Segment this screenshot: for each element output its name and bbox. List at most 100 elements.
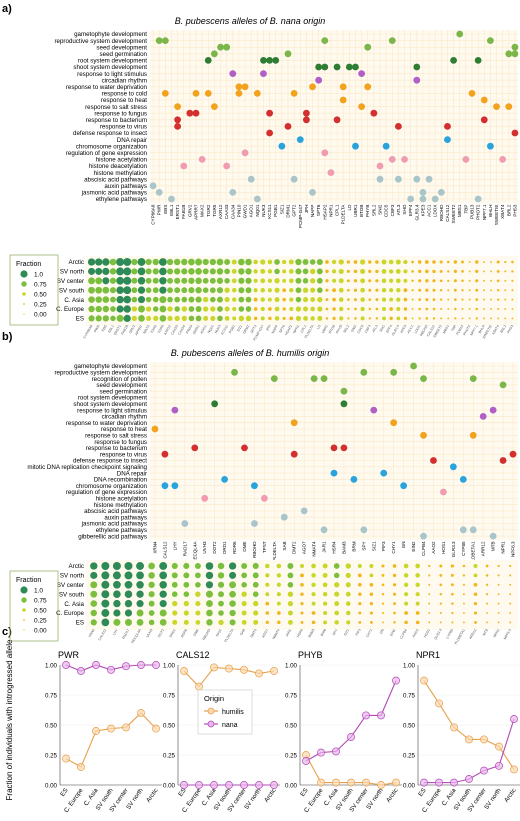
population-dot [490, 308, 492, 310]
process-label: DNA recombination [94, 477, 148, 484]
process-dot [290, 419, 298, 427]
process-label: gibberellic acid pathways [78, 533, 147, 540]
gene-label-small: BHLH [478, 324, 486, 334]
gene-label: HOS1 [441, 541, 446, 554]
gene-label: SIZ1 [279, 204, 284, 214]
series-point-humilis [225, 664, 233, 673]
gene-label: GLR3.4 [414, 204, 419, 220]
population-dot [276, 592, 281, 597]
gene-label: HSR4 [332, 541, 337, 554]
population-dot [231, 287, 237, 293]
process-dot [290, 450, 298, 458]
process-dot [266, 129, 273, 137]
gene-label-small: TGR2 [150, 324, 158, 334]
process-dot [241, 83, 249, 91]
population-dot [332, 297, 336, 302]
population-dot [260, 306, 265, 312]
panel-label-b: b) [2, 331, 13, 343]
gene-label-small: LDOX [413, 324, 421, 335]
panel-label-a: a) [2, 3, 12, 15]
population-dot [253, 269, 258, 274]
process-dot [456, 30, 464, 38]
population-dot [453, 269, 457, 274]
series-point-nana [180, 781, 188, 789]
gene-label-small: EPF4 [385, 324, 393, 333]
population-dot [511, 289, 514, 292]
population-dot [368, 317, 371, 320]
population-dot [411, 289, 414, 292]
process-dot [253, 90, 261, 97]
x-tick-label: Arctic [145, 787, 160, 804]
population-dot [396, 297, 401, 302]
population-dot [216, 296, 223, 303]
population-dot [209, 258, 216, 266]
population-dot [138, 315, 145, 322]
population-dot [302, 287, 309, 293]
process-dot [192, 90, 200, 97]
gene-label: SHO [402, 204, 407, 214]
population-dot [485, 564, 489, 568]
population-dot [102, 277, 110, 285]
size-legend-b-title: Fraction [16, 577, 41, 584]
population-dot [195, 610, 201, 616]
process-dot [260, 57, 267, 64]
population-dot [451, 592, 454, 596]
population-dot [461, 308, 464, 310]
process-dot [382, 142, 390, 150]
population-dot [229, 590, 236, 598]
population-dot [88, 296, 95, 303]
population-dot [152, 287, 159, 294]
process-dot [284, 50, 292, 58]
population-dot [461, 279, 464, 283]
population-dot [238, 315, 245, 322]
population-dot [490, 317, 492, 320]
population-dot [381, 573, 385, 577]
process-dot [321, 63, 329, 71]
population-dot [347, 298, 350, 301]
population-dot [432, 260, 436, 264]
origin-legend-humilis-marker [207, 707, 215, 715]
population-dot [415, 620, 420, 625]
y-tick-label: 0.00 [403, 782, 416, 789]
gene-label-small: GLR3.4 [391, 324, 400, 336]
gene-label: JAR1 [322, 541, 327, 553]
population-dot [428, 583, 431, 586]
population-dot [224, 287, 230, 293]
gene-label-small: HSAP2 [284, 324, 293, 336]
process-dot [155, 189, 163, 196]
population-dot [123, 286, 132, 295]
population-dot [322, 591, 328, 597]
population-dot [131, 306, 138, 312]
process-dot [360, 368, 368, 376]
gene-label-small: CDC5 [356, 324, 364, 334]
population-dot [404, 601, 409, 606]
population-dot [131, 268, 138, 275]
size-legend-dot [22, 292, 26, 296]
size-legend-dot [20, 586, 28, 594]
population-dot [268, 316, 272, 321]
population-dot [265, 620, 269, 625]
population-dot [253, 610, 259, 616]
gene-label: CAA34 [230, 204, 235, 219]
population-dot [345, 582, 351, 588]
population-dot [241, 582, 247, 588]
population-dot [453, 288, 457, 292]
process-dot [235, 83, 243, 91]
gene-label: LD [347, 204, 352, 211]
process-label: abscisic acid pathways [84, 508, 147, 515]
population-dot [497, 602, 500, 605]
population-dot [101, 580, 110, 589]
population-dot [368, 260, 372, 264]
gene-label-small: BTOB [328, 324, 336, 335]
population-dot [381, 278, 387, 284]
population-dot [451, 621, 454, 624]
gene-label: UBR1 [353, 204, 358, 217]
series-point-nana [347, 733, 355, 741]
population-dot [345, 601, 351, 606]
process-label: ethylene pathways [96, 527, 147, 534]
population-dot [287, 563, 294, 569]
population-dot [195, 315, 202, 322]
population-dot [241, 563, 248, 569]
population-dot [475, 298, 479, 301]
population-dot [339, 306, 344, 312]
